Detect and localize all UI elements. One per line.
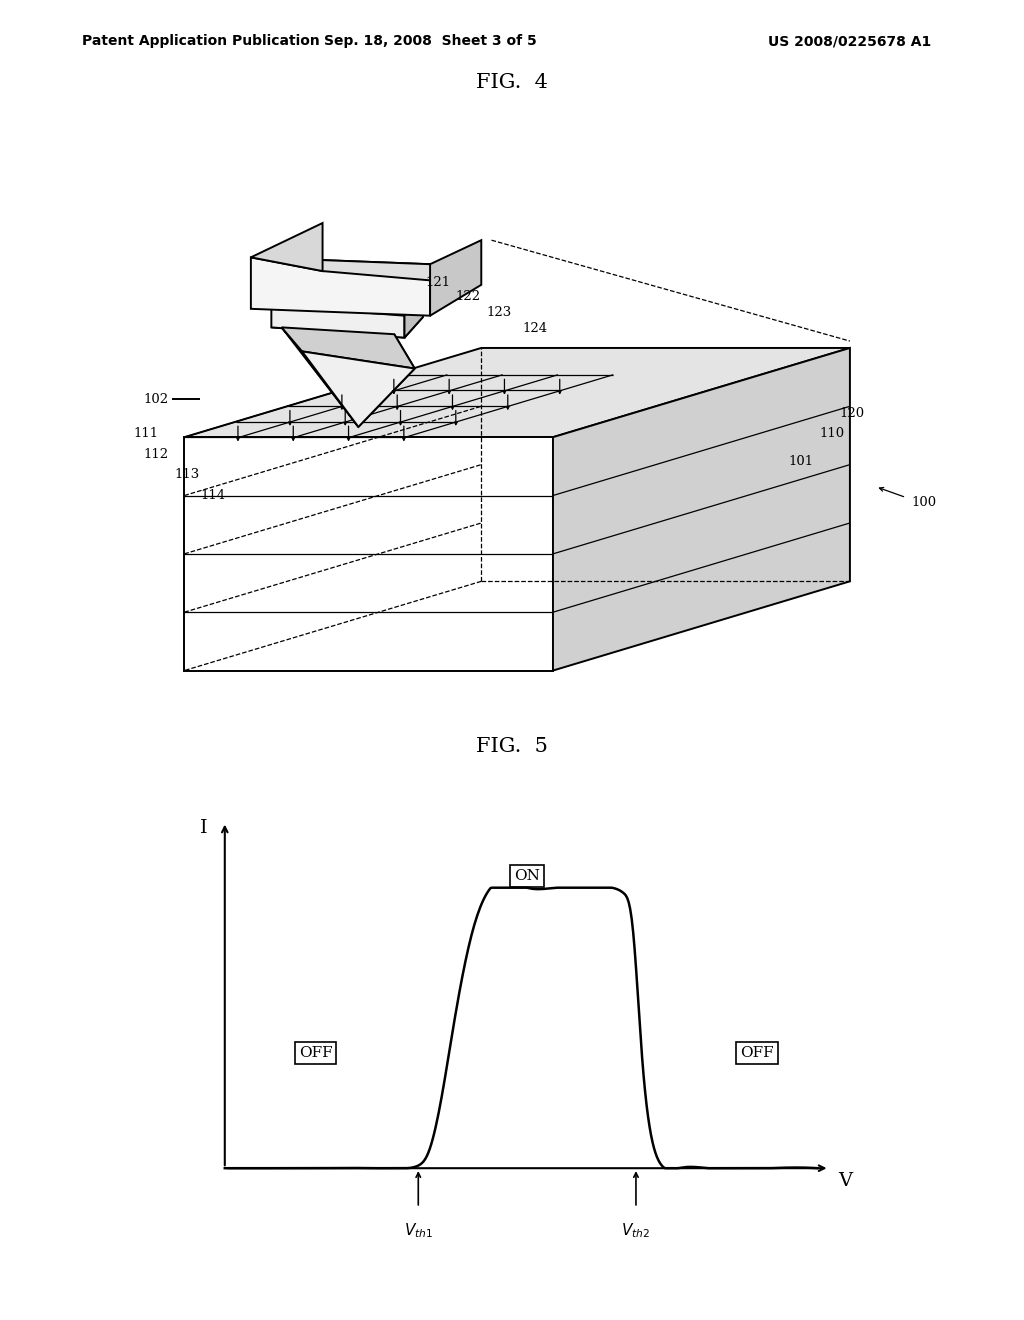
Text: 102: 102 [143, 393, 169, 407]
Polygon shape [251, 257, 481, 285]
Polygon shape [358, 334, 415, 426]
Text: FIG.  4: FIG. 4 [476, 74, 548, 92]
Text: 121: 121 [425, 276, 451, 289]
Text: 113: 113 [174, 469, 200, 482]
Polygon shape [251, 223, 323, 271]
Polygon shape [282, 327, 358, 426]
Text: 112: 112 [143, 447, 169, 461]
Polygon shape [302, 351, 415, 426]
Polygon shape [184, 348, 850, 437]
Text: V: V [839, 1172, 853, 1191]
Polygon shape [251, 257, 430, 315]
Text: US 2008/0225678 A1: US 2008/0225678 A1 [768, 34, 931, 49]
Text: 100: 100 [911, 496, 937, 510]
Text: 122: 122 [456, 290, 481, 304]
Text: Sep. 18, 2008  Sheet 3 of 5: Sep. 18, 2008 Sheet 3 of 5 [324, 34, 537, 49]
Text: 120: 120 [840, 407, 865, 420]
Text: 123: 123 [486, 306, 512, 318]
Text: OFF: OFF [740, 1045, 774, 1060]
Text: OFF: OFF [299, 1045, 333, 1060]
Text: 111: 111 [133, 428, 159, 441]
Text: 101: 101 [788, 454, 814, 467]
Polygon shape [271, 305, 404, 338]
Text: ON: ON [514, 869, 540, 883]
Text: 110: 110 [819, 428, 845, 441]
Polygon shape [271, 306, 423, 338]
Text: $V_{th1}$: $V_{th1}$ [403, 1221, 433, 1239]
Text: I: I [200, 820, 208, 837]
Text: FIG.  5: FIG. 5 [476, 737, 548, 755]
Text: $V_{th2}$: $V_{th2}$ [622, 1221, 650, 1239]
Text: Patent Application Publication: Patent Application Publication [82, 34, 319, 49]
Polygon shape [184, 437, 553, 671]
Polygon shape [282, 327, 415, 368]
Text: 124: 124 [522, 322, 548, 335]
Polygon shape [553, 348, 850, 671]
Polygon shape [430, 240, 481, 315]
Text: 114: 114 [200, 488, 225, 502]
Polygon shape [404, 296, 423, 338]
